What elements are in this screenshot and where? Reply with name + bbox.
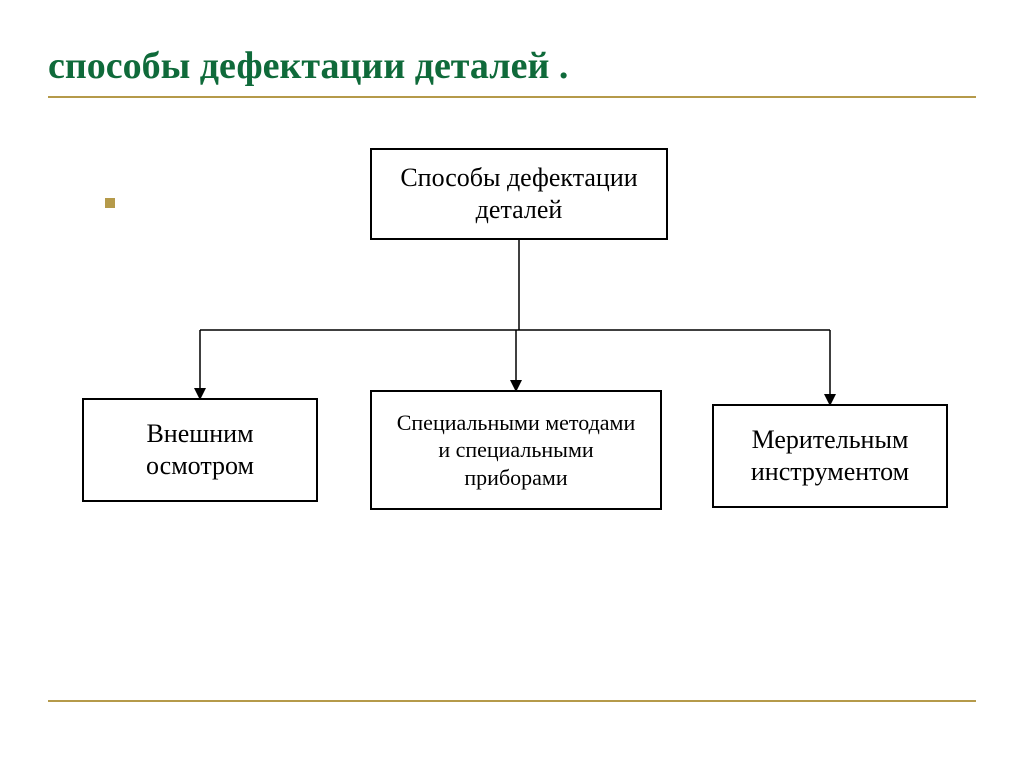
text: Способы дефектации	[400, 163, 637, 192]
node-c3-label: Мерительным инструментом	[751, 424, 909, 489]
node-special-methods: Специальными методами и специальными при…	[370, 390, 662, 510]
edges	[200, 240, 830, 400]
text: и специальными	[438, 437, 593, 462]
node-c2-label: Специальными методами и специальными при…	[397, 409, 636, 492]
text: инструментом	[751, 457, 909, 486]
text: Мерительным	[752, 425, 909, 454]
text: Внешним	[146, 419, 253, 448]
node-external-inspection: Внешним осмотром	[82, 398, 318, 502]
node-c1-label: Внешним осмотром	[146, 418, 254, 483]
bottom-rule	[48, 700, 976, 702]
node-root: Способы дефектации деталей	[370, 148, 668, 240]
node-root-label: Способы дефектации деталей	[400, 162, 637, 227]
diagram: Способы дефектации деталей Внешним осмот…	[0, 0, 1024, 768]
node-measuring-instrument: Мерительным инструментом	[712, 404, 948, 508]
text: осмотром	[146, 451, 254, 480]
text: Специальными методами	[397, 410, 636, 435]
text: деталей	[476, 195, 563, 224]
slide: способы дефектации деталей . Способы деф…	[0, 0, 1024, 768]
text: приборами	[464, 465, 567, 490]
connectors	[0, 0, 1024, 768]
